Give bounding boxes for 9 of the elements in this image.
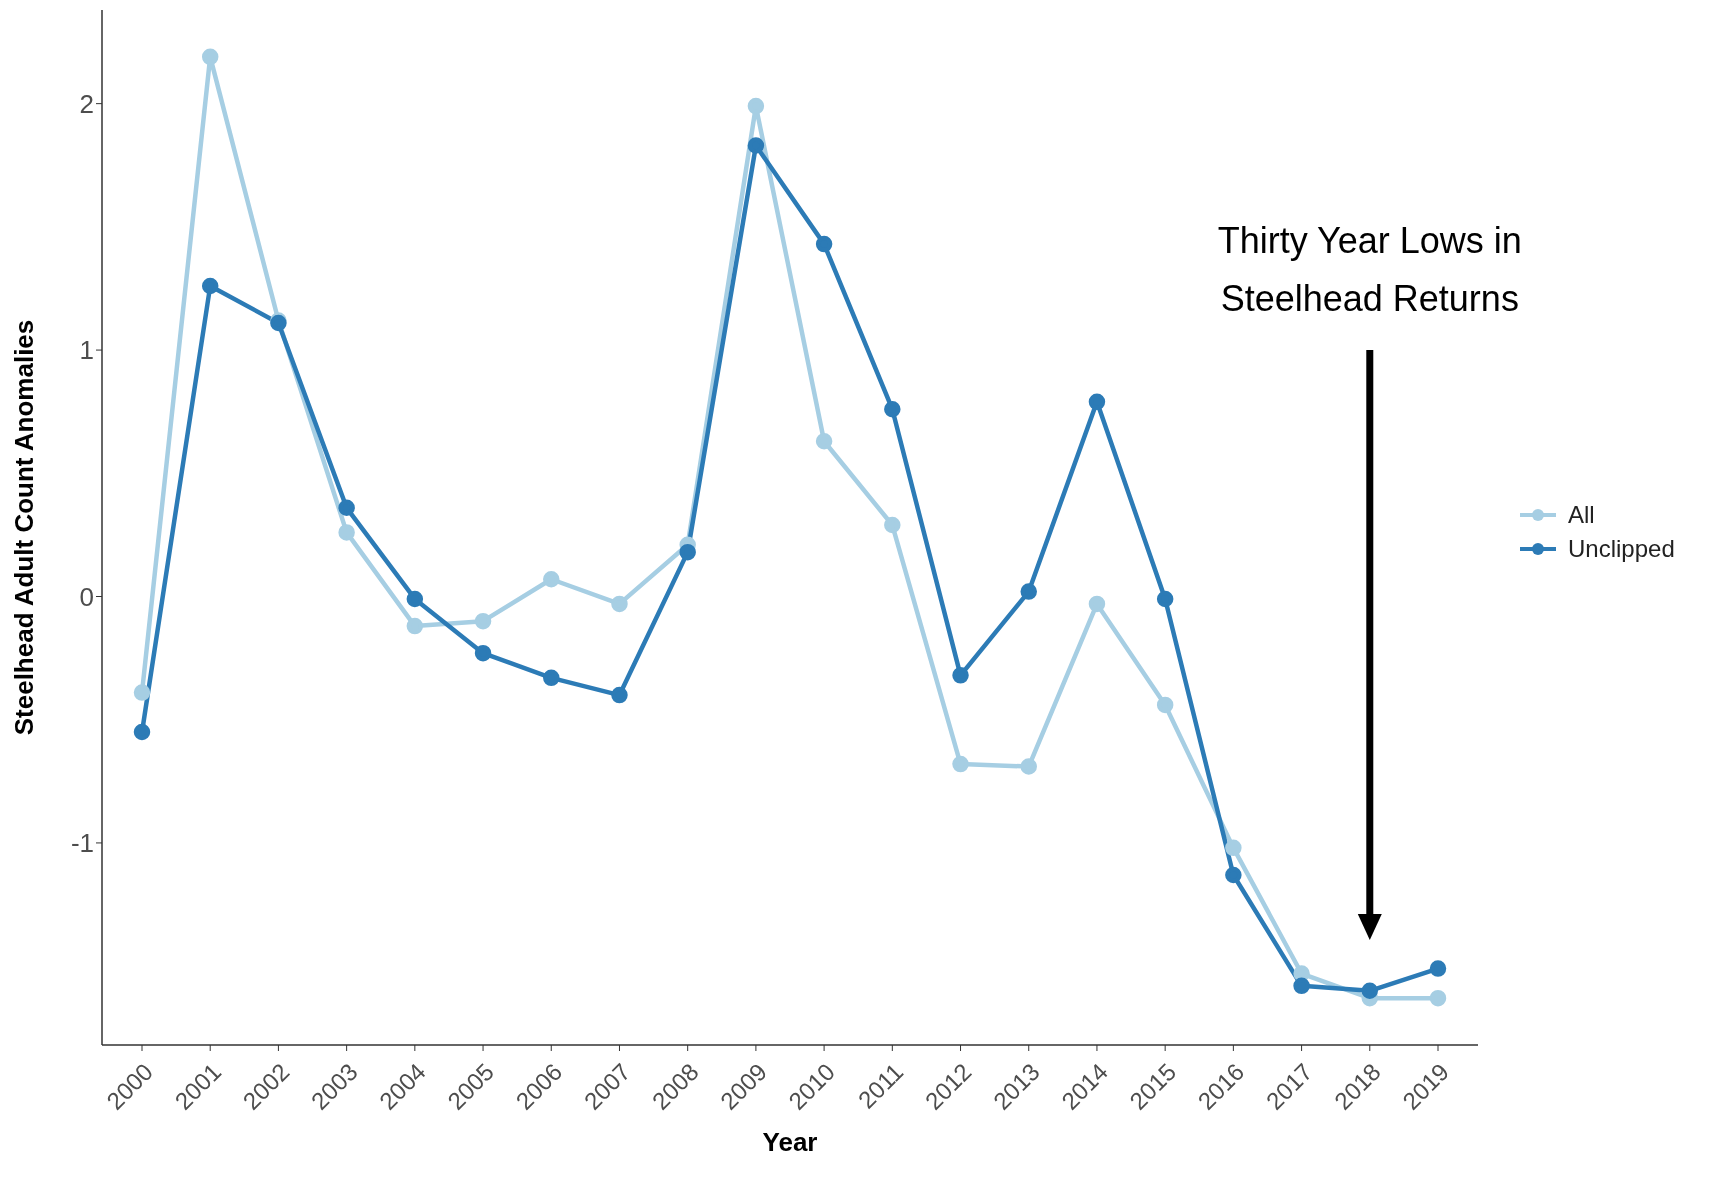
legend-label: All (1568, 501, 1595, 529)
legend-label: Unclipped (1568, 535, 1675, 563)
y-axis-title: Steelhead Adult Count Anomalies (9, 319, 40, 736)
y-tick-label: -1 (70, 828, 94, 859)
annotation: Thirty Year Lows in Steelhead Returns (1217, 220, 1522, 319)
y-tick-label: 0 (79, 581, 94, 612)
x-axis-title: Year (762, 1127, 818, 1158)
y-tick-label: 2 (79, 88, 94, 119)
y-tick-label: 1 (79, 335, 94, 366)
